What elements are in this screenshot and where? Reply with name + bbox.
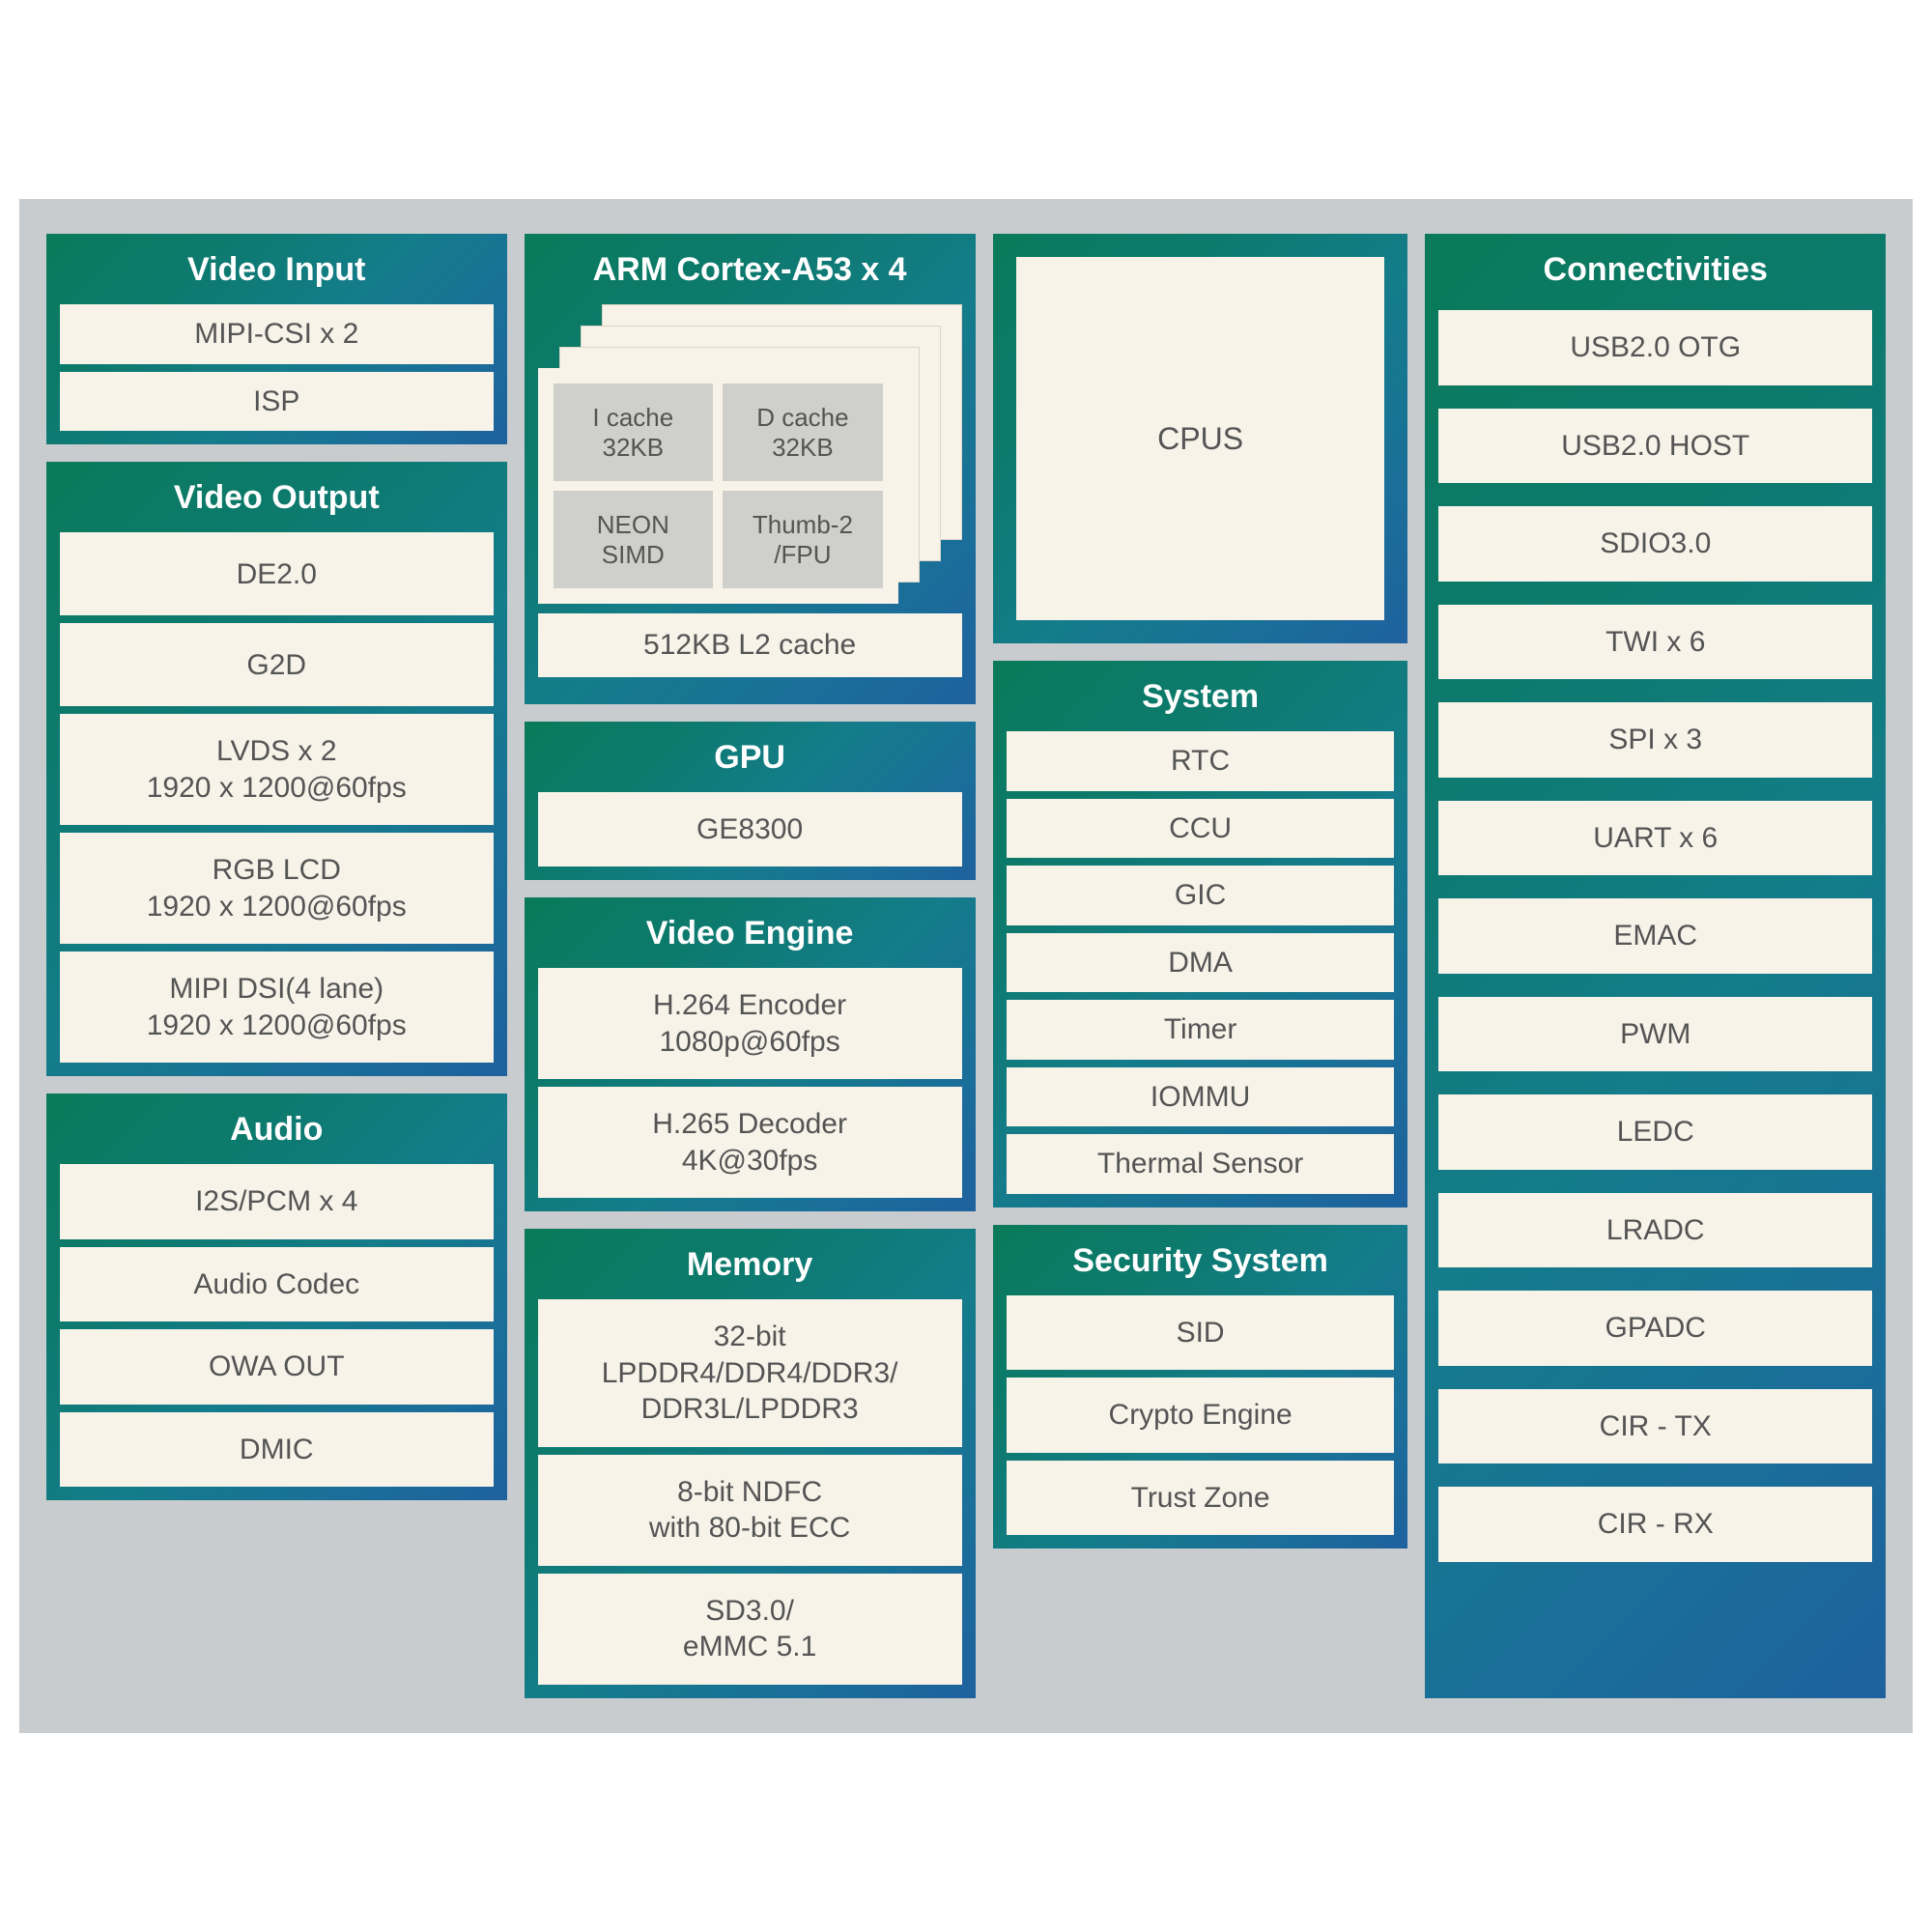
item: MIPI DSI(4 lane) 1920 x 1200@60fps [60,952,494,1063]
item: Audio Codec [60,1247,494,1322]
block-system: System RTC CCU GIC DMA Timer IOMMU Therm… [993,661,1408,1208]
block-video-input: Video Input MIPI-CSI x 2 ISP [46,234,507,444]
block-cpu: ARM Cortex-A53 x 4 I cache 32KB D cache … [525,234,976,704]
block-video-output: Video Output DE2.0 G2D LVDS x 2 1920 x 1… [46,462,507,1076]
block-items: 32-bit LPDDR4/DDR4/DDR3/ DDR3L/LPDDR3 8-… [525,1299,976,1685]
item: EMAC [1438,898,1872,974]
item: USB2.0 OTG [1438,310,1872,385]
item: SPI x 3 [1438,702,1872,778]
block-audio: Audio I2S/PCM x 4 Audio Codec OWA OUT DM… [46,1094,507,1500]
item: I2S/PCM x 4 [60,1164,494,1239]
block-cpus: CPUS [993,234,1408,643]
cache-cell: I cache 32KB [554,384,714,481]
item: CIR - TX [1438,1389,1872,1464]
item: RTC [1007,731,1395,791]
item: LRADC [1438,1193,1872,1268]
block-title: ARM Cortex-A53 x 4 [525,234,976,304]
block-items: H.264 Encoder 1080p@60fps H.265 Decoder … [525,968,976,1198]
cache-cell: NEON SIMD [554,491,714,588]
item: Trust Zone [1007,1461,1395,1536]
item: MIPI-CSI x 2 [60,304,494,364]
item: G2D [60,623,494,706]
block-title: GPU [525,722,976,792]
core-stack: I cache 32KB D cache 32KB NEON SIMD Thum… [538,304,962,604]
block-video-engine: Video Engine H.264 Encoder 1080p@60fps H… [525,897,976,1211]
item: TWI x 6 [1438,605,1872,680]
item: CIR - RX [1438,1487,1872,1562]
block-title: System [993,661,1408,731]
block-title: Memory [525,1229,976,1299]
item: DMA [1007,933,1395,993]
item: LVDS x 2 1920 x 1200@60fps [60,714,494,825]
item: SDIO3.0 [1438,506,1872,582]
item: H.265 Decoder 4K@30fps [538,1087,962,1198]
block-items: RTC CCU GIC DMA Timer IOMMU Thermal Sens… [993,731,1408,1194]
block-items: I2S/PCM x 4 Audio Codec OWA OUT DMIC [46,1164,507,1487]
cpu-inner: I cache 32KB D cache 32KB NEON SIMD Thum… [525,304,976,691]
block-items: SID Crypto Engine Trust Zone [993,1295,1408,1536]
item: 8-bit NDFC with 80-bit ECC [538,1455,962,1566]
item: SD3.0/ eMMC 5.1 [538,1574,962,1685]
block-security: Security System SID Crypto Engine Trust … [993,1225,1408,1549]
item: LEDC [1438,1094,1872,1170]
item: OWA OUT [60,1329,494,1405]
item: CCU [1007,799,1395,859]
item: SID [1007,1295,1395,1371]
item: Crypto Engine [1007,1378,1395,1453]
block-gpu: GPU GE8300 [525,722,976,881]
soc-block-diagram: Video Input MIPI-CSI x 2 ISP Video Outpu… [19,199,1913,1733]
cache-cell: D cache 32KB [723,384,883,481]
item: PWM [1438,997,1872,1072]
item: USB2.0 HOST [1438,409,1872,484]
block-items: GE8300 [525,792,976,867]
item: Timer [1007,1000,1395,1060]
item: RGB LCD 1920 x 1200@60fps [60,833,494,944]
column-2: ARM Cortex-A53 x 4 I cache 32KB D cache … [525,234,976,1698]
cache-cell: Thumb-2 /FPU [723,491,883,588]
block-connectivities: Connectivities USB2.0 OTG USB2.0 HOST SD… [1425,234,1886,1698]
item: DMIC [60,1412,494,1488]
item: GIC [1007,866,1395,925]
stack-front: I cache 32KB D cache 32KB NEON SIMD Thum… [538,368,898,604]
l2-cache: 512KB L2 cache [538,613,962,677]
item: IOMMU [1007,1067,1395,1127]
item: 32-bit LPDDR4/DDR4/DDR3/ DDR3L/LPDDR3 [538,1299,962,1447]
column-4: Connectivities USB2.0 OTG USB2.0 HOST SD… [1425,234,1886,1698]
block-title: Video Input [46,234,507,304]
item: GE8300 [538,792,962,867]
block-items: USB2.0 OTG USB2.0 HOST SDIO3.0 TWI x 6 S… [1425,304,1886,1562]
block-title: Video Output [46,462,507,532]
column-3: CPUS System RTC CCU GIC DMA Timer IOMMU … [993,234,1408,1698]
item: GPADC [1438,1291,1872,1366]
column-1: Video Input MIPI-CSI x 2 ISP Video Outpu… [46,234,507,1698]
block-title: Video Engine [525,897,976,968]
block-title: Security System [993,1225,1408,1295]
item: ISP [60,372,494,432]
block-items: MIPI-CSI x 2 ISP [46,304,507,431]
item: H.264 Encoder 1080p@60fps [538,968,962,1079]
item: UART x 6 [1438,801,1872,876]
block-items: DE2.0 G2D LVDS x 2 1920 x 1200@60fps RGB… [46,532,507,1063]
item: DE2.0 [60,532,494,615]
item: Thermal Sensor [1007,1134,1395,1194]
cpus-label: CPUS [1016,257,1385,620]
block-title: Connectivities [1425,234,1886,304]
block-title: Audio [46,1094,507,1164]
block-memory: Memory 32-bit LPDDR4/DDR4/DDR3/ DDR3L/LP… [525,1229,976,1698]
